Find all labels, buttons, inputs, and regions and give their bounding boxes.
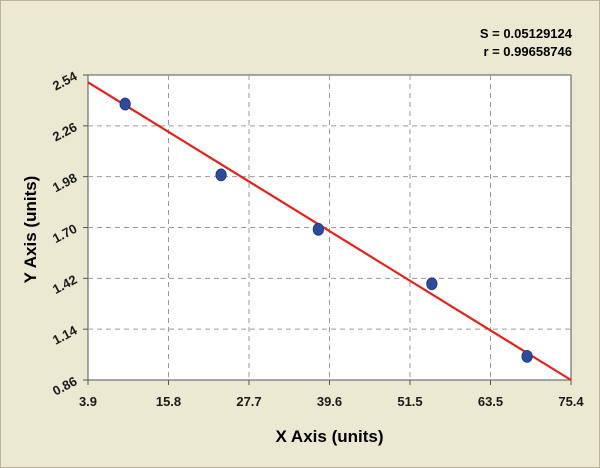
x-axis-title: X Axis (units) [276, 427, 384, 446]
y-tick-label: 1.98 [50, 170, 79, 195]
data-points [119, 97, 533, 363]
y-tick-label: 0.86 [50, 373, 79, 398]
x-tick-label: 39.6 [317, 394, 342, 409]
data-point [119, 97, 131, 111]
r-value-label: r = 0.99658746 [483, 44, 572, 59]
x-tick-label: 15.8 [156, 394, 181, 409]
y-axis-title: Y Axis (units) [21, 176, 40, 284]
x-tick-label: 27.7 [236, 394, 261, 409]
x-tick-label: 63.5 [478, 394, 503, 409]
x-tick-label: 3.9 [79, 394, 97, 409]
x-tick-label: 75.4 [558, 394, 584, 409]
data-point [521, 349, 533, 363]
y-tick-label: 1.42 [50, 272, 79, 297]
fit-statistics: S = 0.05129124 r = 0.99658746 [480, 26, 573, 59]
x-axis-ticks: 3.9 15.8 27.7 39.6 51.5 63.5 75.4 [79, 380, 584, 409]
data-point [312, 222, 324, 236]
s-value-label: S = 0.05129124 [480, 26, 573, 41]
y-tick-label: 2.54 [50, 68, 80, 93]
y-tick-label: 1.70 [50, 221, 79, 246]
x-tick-label: 51.5 [397, 394, 422, 409]
data-point [215, 168, 227, 182]
y-tick-label: 2.26 [50, 119, 79, 144]
data-point [426, 277, 438, 291]
regression-line [87, 81, 572, 381]
y-tick-label: 1.14 [50, 322, 80, 347]
y-axis-ticks: 0.86 1.14 1.42 1.70 1.98 2.26 2.54 [50, 68, 88, 399]
fit-line [87, 81, 572, 381]
